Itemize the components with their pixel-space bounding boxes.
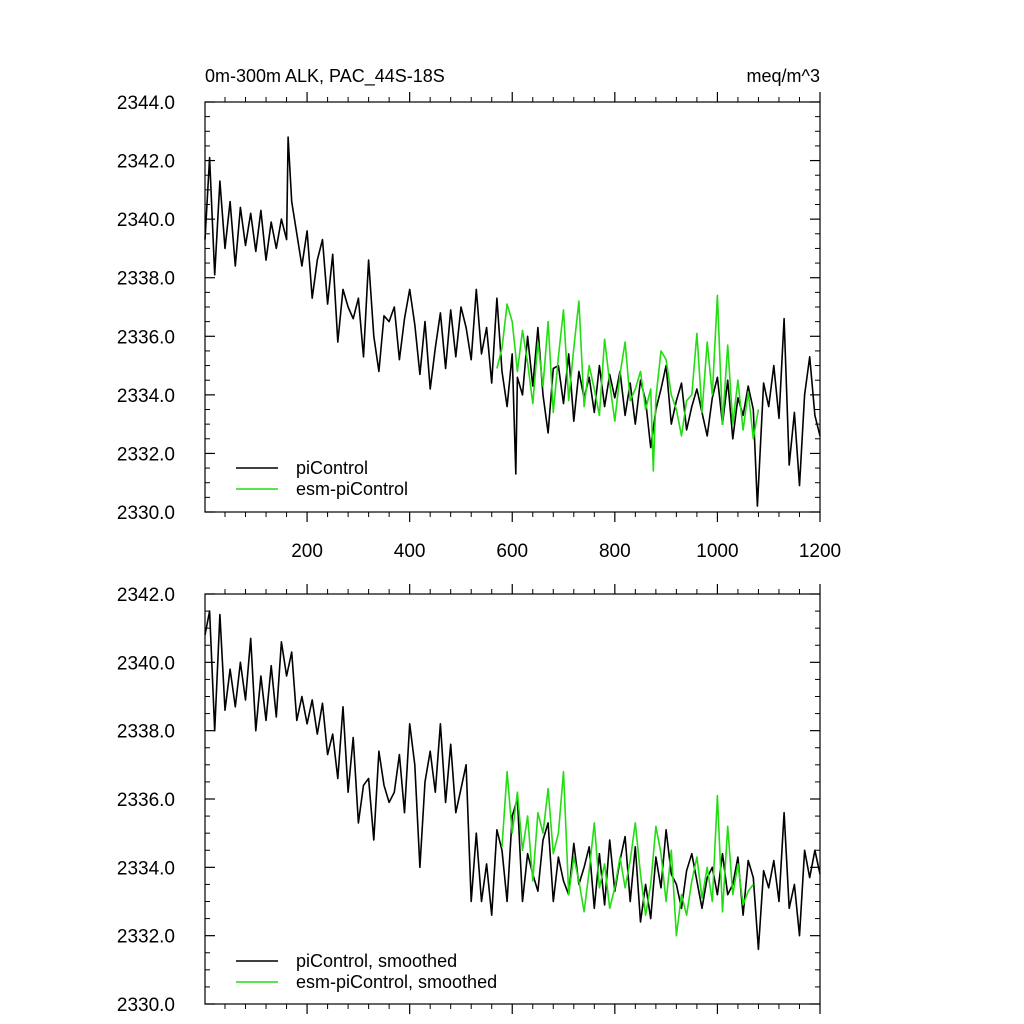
y-tick-label: 2344.0	[117, 93, 175, 114]
series-line-picontrol	[204, 610, 821, 951]
plot-frame	[204, 101, 821, 513]
plot-frame	[204, 593, 821, 1005]
y-tick-label: 2342.0	[117, 152, 175, 173]
chart-title-units: meq/m^3	[747, 66, 820, 86]
y-tick-label: 2340.0	[117, 210, 175, 231]
y-tick-label: 2338.0	[117, 269, 175, 290]
x-tick-label: 1200	[799, 541, 841, 562]
series-line-picontrol	[204, 136, 821, 507]
x-tick-label: 1000	[696, 541, 738, 562]
bottom-panel-smoothed-series: 2330.0 2332.0 2334.0 2336.0 2338.0 2340.0 2342…	[117, 584, 821, 1016]
legend-label: esm-piControl	[296, 479, 408, 499]
series-line-esm-picontrol	[501, 770, 754, 937]
legend-label: piControl, smoothed	[296, 951, 457, 971]
x-tick-label: 600	[496, 541, 528, 562]
y-tick-label: 2330.0	[117, 503, 175, 524]
y-tick-label: 2332.0	[117, 444, 175, 465]
chart-title-left: 0m-300m ALK, PAC_44S-18S	[205, 66, 445, 87]
top-panel-raw-series: 2330.0 2332.0 2334.0 2336.0 2338.0 2340.0 2342…	[117, 92, 841, 562]
legend-label: esm-piControl, smoothed	[296, 972, 497, 992]
y-tick-label: 2342.0	[117, 585, 175, 606]
y-tick-label: 2336.0	[117, 327, 175, 348]
y-tick-label: 2336.0	[117, 790, 175, 811]
y-tick-label: 2340.0	[117, 653, 175, 674]
series-line-esm-picontrol	[496, 294, 760, 472]
y-tick-label: 2338.0	[117, 722, 175, 743]
y-tick-label: 2334.0	[117, 386, 175, 407]
x-tick-label: 800	[599, 541, 631, 562]
y-tick-label: 2330.0	[117, 995, 175, 1016]
y-tick-label: 2332.0	[117, 927, 175, 948]
y-tick-label: 2334.0	[117, 858, 175, 879]
x-tick-label: 400	[394, 541, 426, 562]
x-tick-label: 200	[291, 541, 323, 562]
legend-label: piControl	[296, 458, 368, 478]
